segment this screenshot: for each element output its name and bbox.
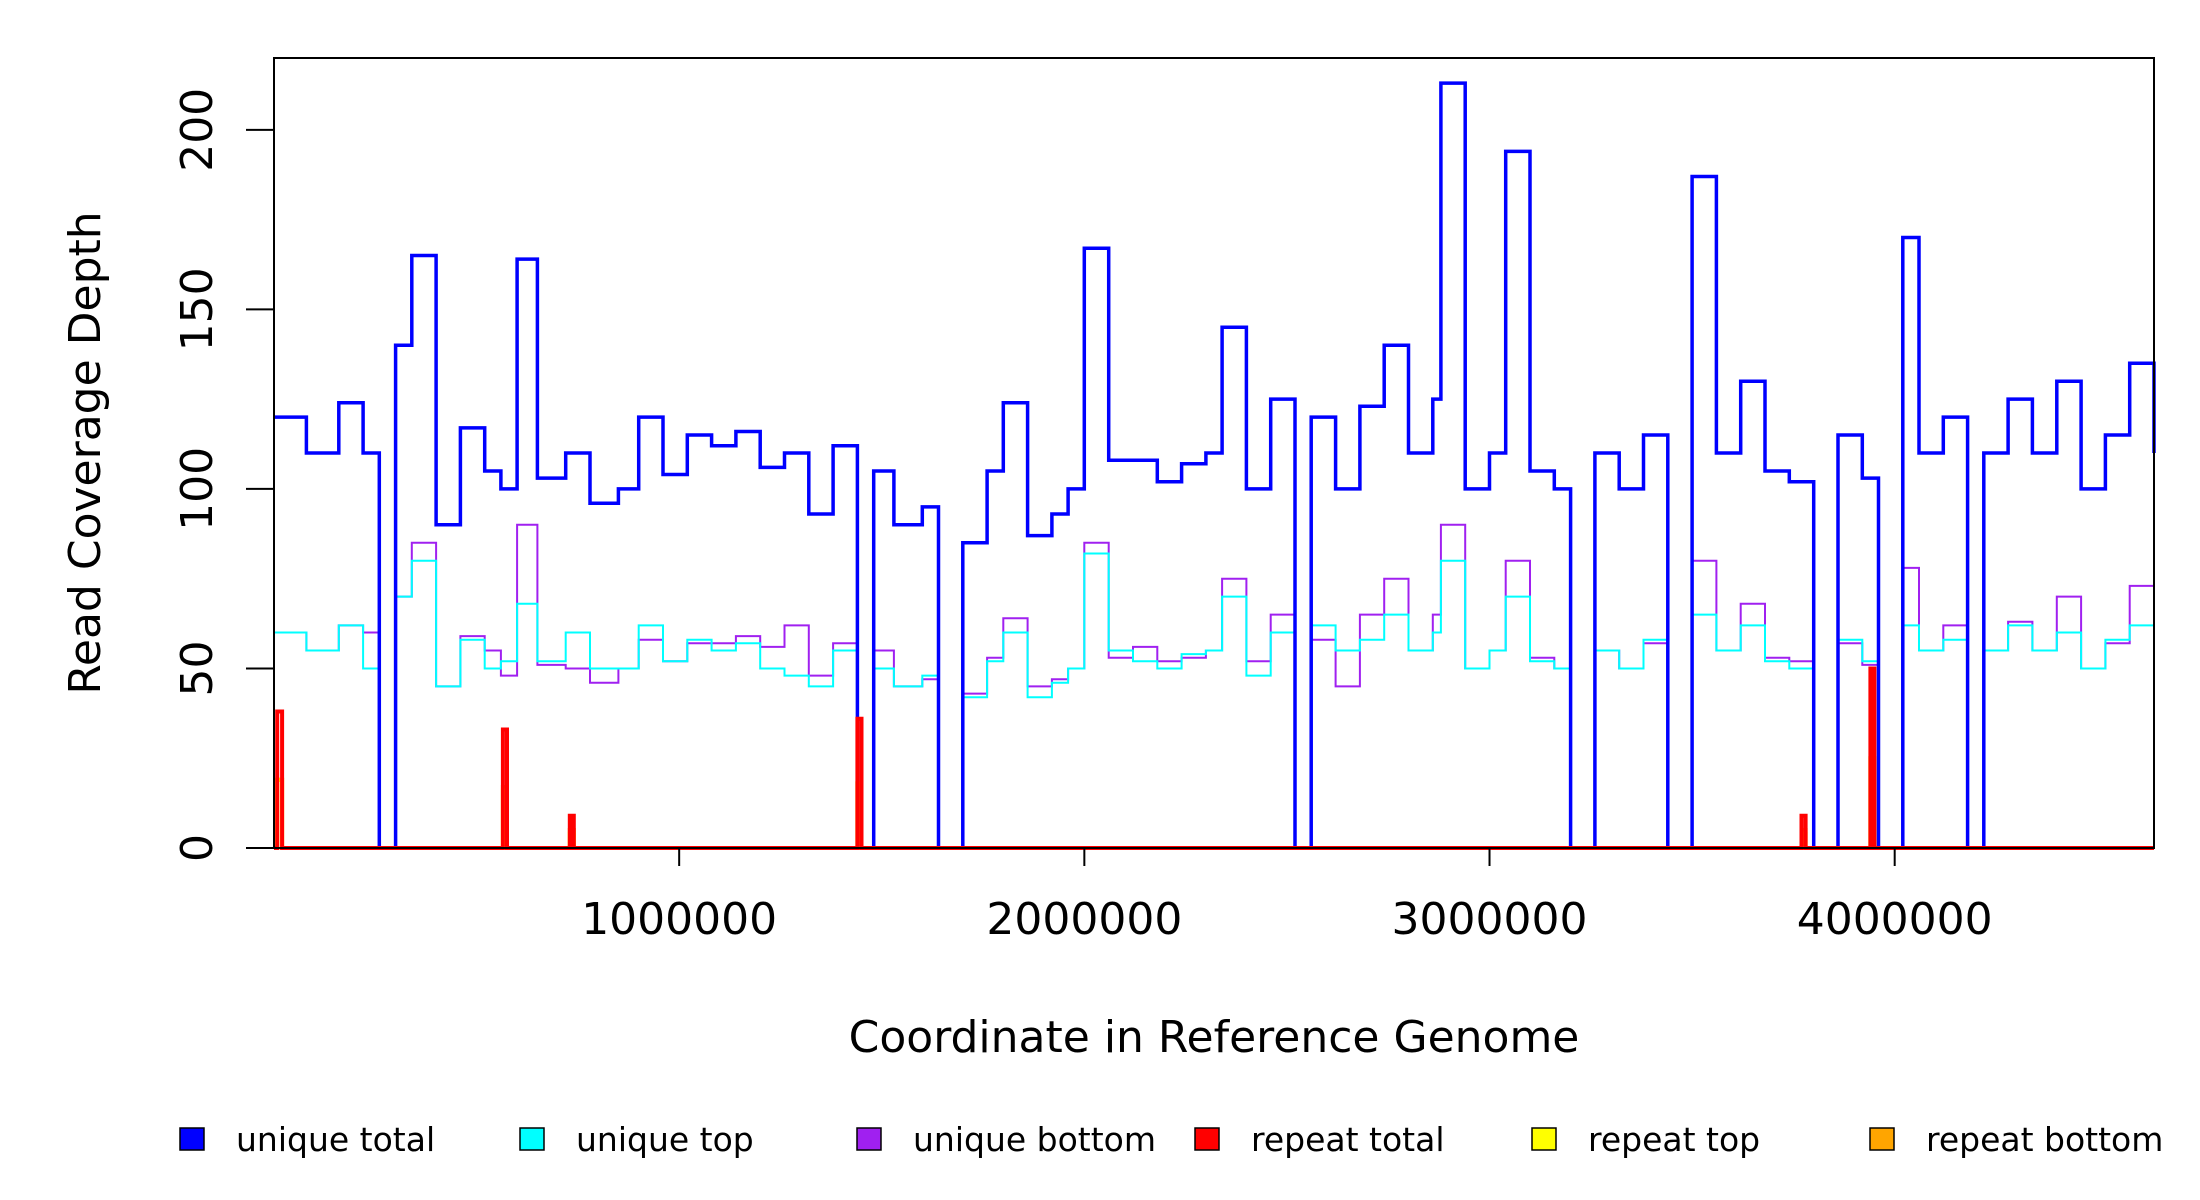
legend-label-repeat-top: repeat top — [1588, 1120, 1760, 1159]
legend-swatch-unique-bottom — [856, 1127, 882, 1151]
series-line-unique-top — [274, 552, 2155, 849]
y-tick-label: 200 — [172, 88, 223, 172]
y-axis: 0 50 100 150 200 — [172, 88, 274, 862]
legend-swatch-repeat-bottom — [1869, 1127, 1895, 1151]
y-tick-label: 0 — [172, 834, 223, 862]
x-axis-label: Coordinate in Reference Genome — [849, 1012, 1580, 1063]
x-axis: 1000000 2000000 3000000 4000000 — [581, 848, 1993, 945]
legend-swatch-repeat-top — [1531, 1127, 1557, 1151]
legend-label-unique-bottom: unique bottom — [913, 1120, 1156, 1159]
legend-label-unique-total: unique total — [236, 1120, 435, 1159]
legend-label-repeat-total: repeat total — [1251, 1120, 1445, 1159]
legend-swatch-unique-total — [179, 1127, 205, 1151]
plot-frame — [273, 57, 2155, 849]
legend-label-repeat-bottom: repeat bottom — [1926, 1120, 2163, 1159]
y-tick-label: 100 — [172, 447, 223, 531]
x-tick-label: 3000000 — [1392, 894, 1588, 945]
y-tick-label: 50 — [172, 640, 223, 696]
y-axis-label: Read Coverage Depth — [60, 211, 111, 694]
series-line-unique-total — [274, 81, 2156, 850]
legend-label-unique-top: unique top — [576, 1120, 754, 1159]
x-tick-label: 1000000 — [581, 894, 777, 945]
legend-swatch-repeat-total — [1194, 1127, 1220, 1151]
plot-area — [273, 57, 2156, 850]
legend: unique total unique top unique bottom repea… — [179, 1120, 2163, 1159]
legend-swatch-unique-top — [519, 1127, 545, 1151]
x-tick-label: 2000000 — [986, 894, 1182, 945]
y-tick-label: 150 — [172, 267, 223, 351]
x-tick-label: 4000000 — [1797, 894, 1993, 945]
